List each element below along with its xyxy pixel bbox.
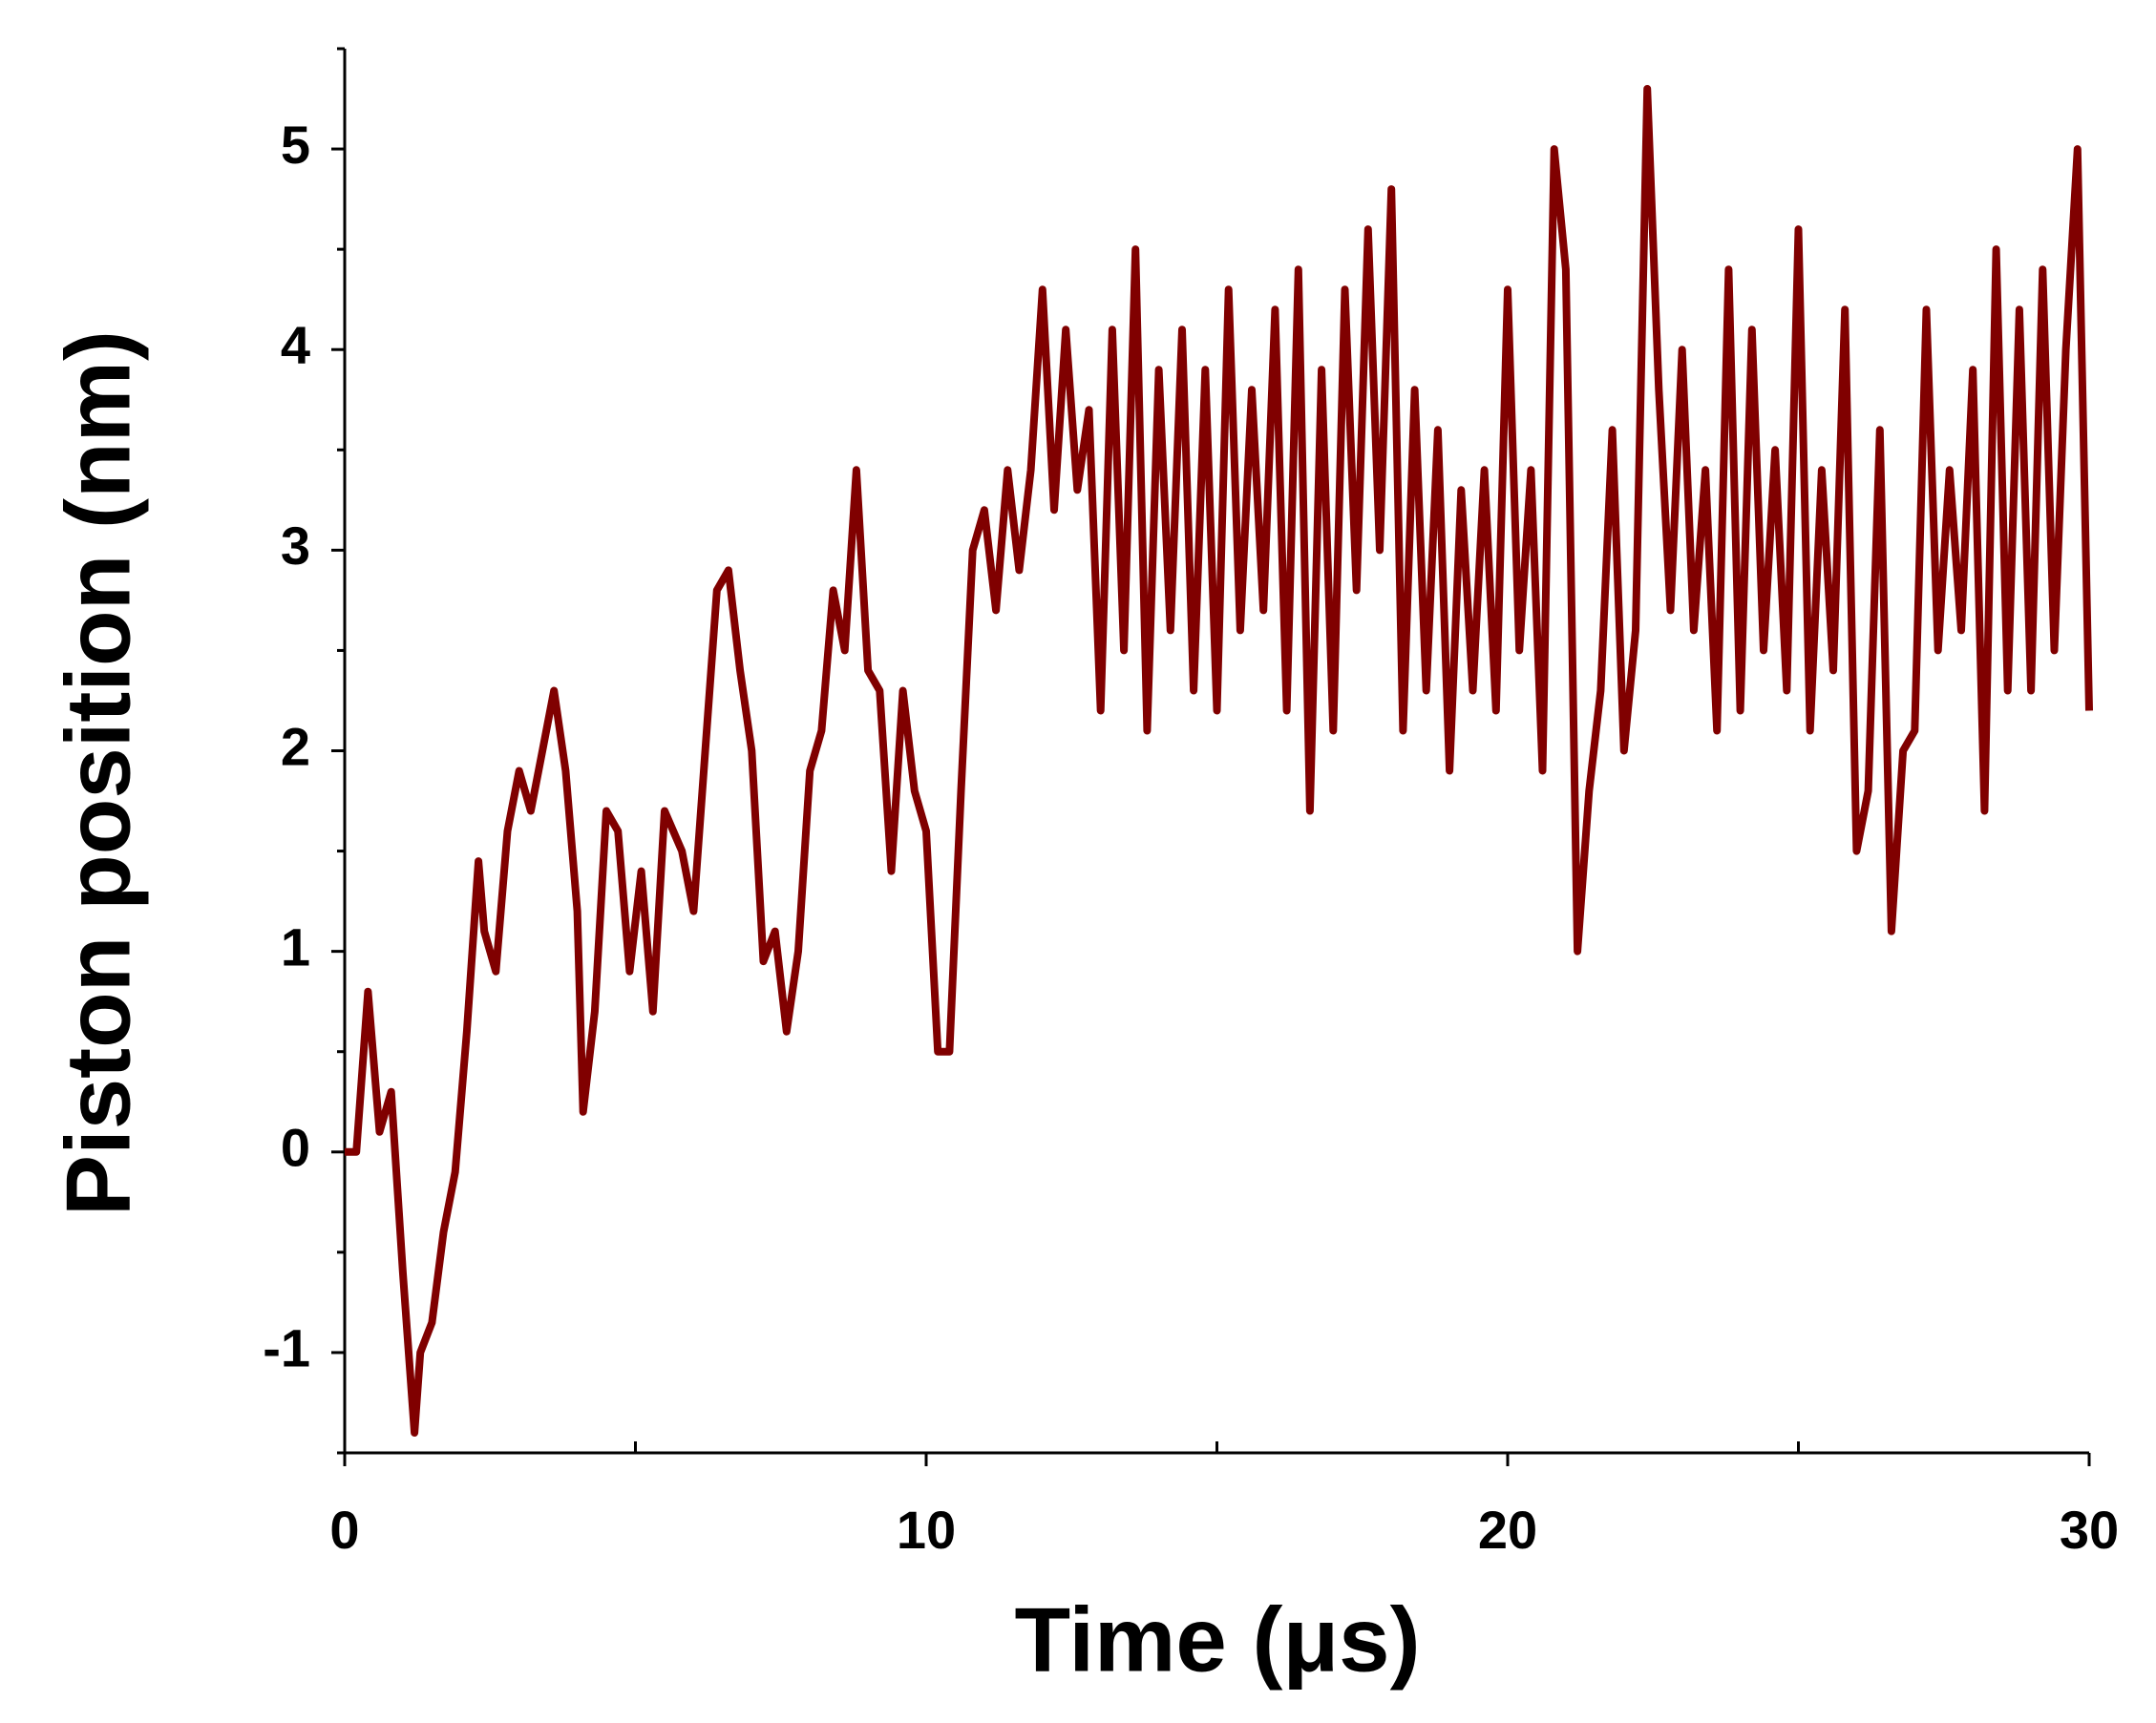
y-tick-label: 4: [281, 315, 310, 375]
x-tick-label: 0: [329, 1500, 359, 1560]
y-axis-title: Piston position (nm): [47, 330, 149, 1216]
y-tick-label: -1: [263, 1318, 310, 1378]
y-tick-label: 5: [281, 115, 310, 175]
x-axis-title: Time (μs): [1014, 1588, 1420, 1691]
y-tick-label: 1: [281, 916, 310, 977]
x-tick-label: 30: [2060, 1500, 2119, 1560]
x-tick-label: 20: [1478, 1500, 1537, 1560]
y-tick-label: 3: [281, 515, 310, 576]
y-tick-label: 0: [281, 1118, 310, 1178]
y-tick-label: 2: [281, 716, 310, 776]
x-tick-label: 10: [897, 1500, 956, 1560]
data-line: [345, 85, 2093, 1437]
